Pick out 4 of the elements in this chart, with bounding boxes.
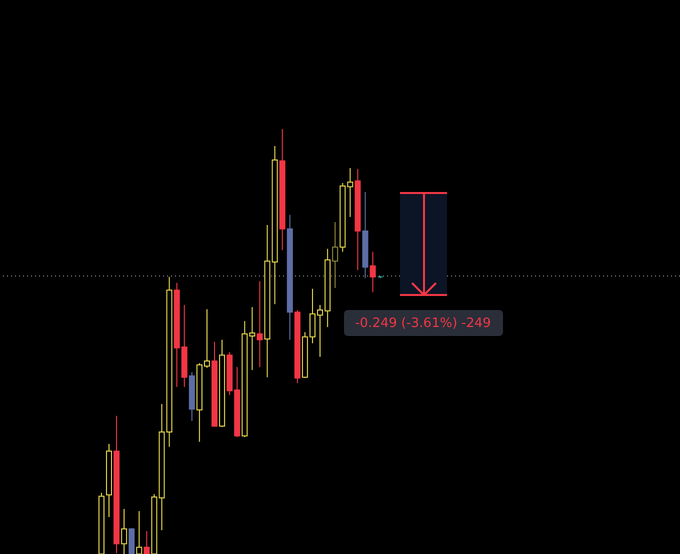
candlestick [256,280,263,368]
candlestick [370,251,376,293]
annotation: -0.249 (-3.61%) -249 [355,316,491,331]
candlestick [144,530,150,554]
